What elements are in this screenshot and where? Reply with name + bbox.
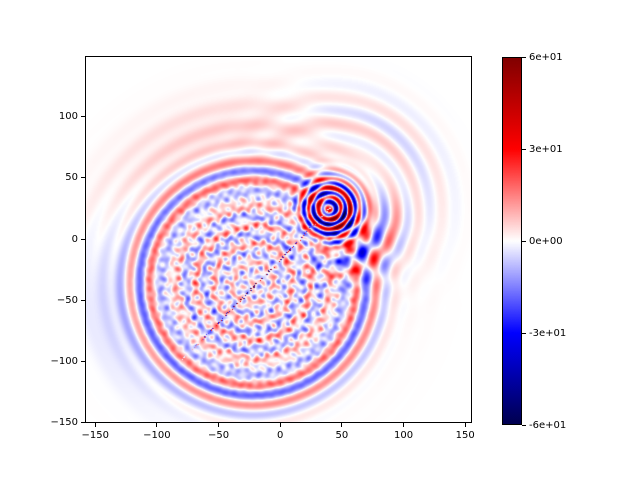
colorbar-tick-mark [522,56,526,58]
colorbar-tick-mark [522,148,526,150]
y-tick-mark [81,177,85,179]
y-tick-label: 100 [58,111,78,123]
y-tick-label: 50 [65,172,78,184]
y-tick-mark [81,360,85,362]
y-tick-mark [81,422,85,423]
y-tick-label: −150 [50,417,78,428]
x-tick-mark [218,423,220,427]
y-tick-mark [81,299,85,301]
x-tick-label: −50 [208,430,230,441]
x-tick-label: 150 [455,430,475,441]
y-tick-label: 0 [71,233,78,245]
colorbar-tick-label: 6e+01 [529,51,563,63]
x-tick-mark [403,423,405,427]
x-tick-label: −100 [143,430,171,441]
colorbar-gradient [502,57,522,425]
x-tick-label: −150 [81,430,109,441]
x-tick-mark [279,423,281,427]
y-tick-mark [81,116,85,118]
colorbar-tick-mark [522,240,526,242]
colorbar-tick-label: 0e+00 [529,235,563,247]
y-tick-label: −50 [56,294,78,306]
x-tick-mark [341,423,343,427]
colorbar-tick-mark [522,424,526,426]
x-tick-mark [464,423,466,427]
colorbar-tick-mark [522,332,526,334]
colorbar-tick-label: -6e+01 [529,419,567,431]
colorbar-tick-label: -3e+01 [529,327,567,339]
y-tick-label: −100 [50,355,78,367]
colorbar-tick-label: 3e+01 [529,143,563,155]
x-tick-label: 50 [335,430,349,441]
x-tick-mark [156,423,158,427]
x-tick-label: 0 [277,430,284,441]
x-tick-label: 100 [394,430,414,441]
x-tick-mark [94,423,96,427]
wavefield-heatmap [85,56,472,423]
y-tick-mark [81,238,85,240]
